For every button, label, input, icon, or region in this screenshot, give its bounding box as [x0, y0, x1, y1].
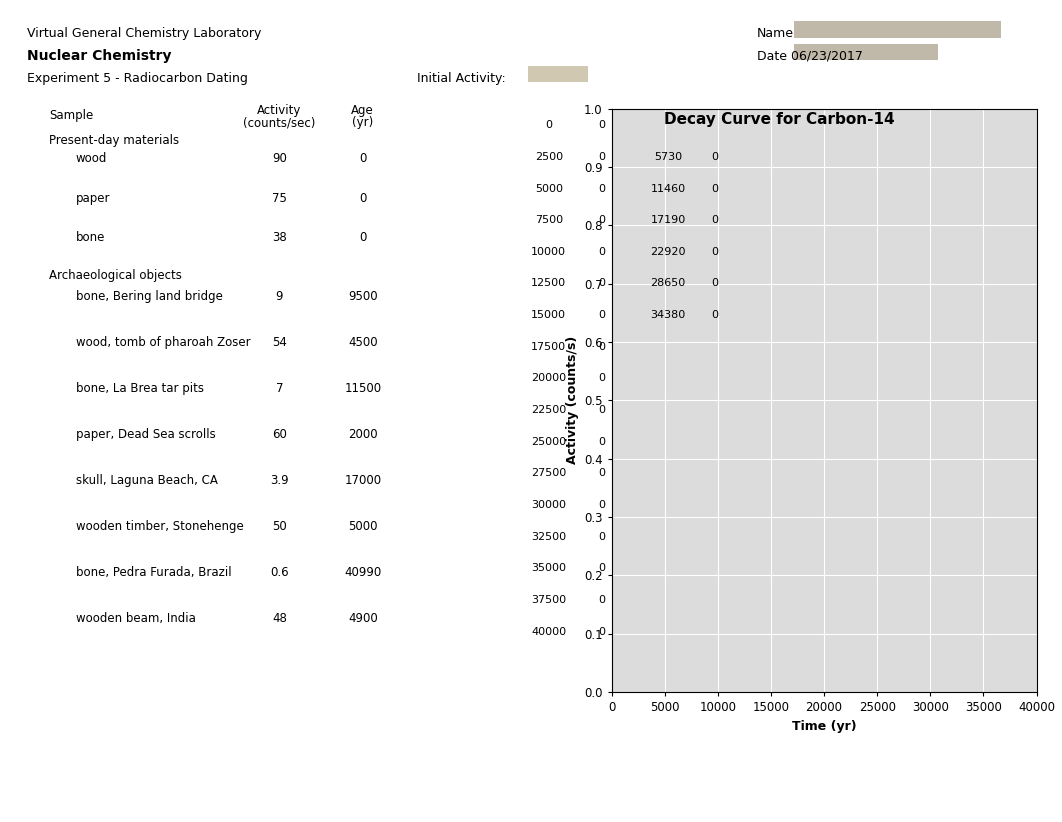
Text: 5000: 5000 — [535, 183, 563, 193]
Text: 17500: 17500 — [531, 342, 566, 352]
Text: 32500: 32500 — [531, 532, 566, 542]
Text: 0: 0 — [599, 532, 605, 542]
Text: 0: 0 — [599, 469, 605, 478]
Text: 4900: 4900 — [348, 612, 378, 625]
Text: 0: 0 — [545, 120, 552, 130]
Text: 0: 0 — [599, 152, 605, 162]
Text: 0: 0 — [599, 595, 605, 605]
Text: wood: wood — [76, 153, 107, 165]
Text: 0: 0 — [710, 310, 718, 320]
Text: skull, Laguna Beach, CA: skull, Laguna Beach, CA — [76, 474, 218, 487]
Text: 0: 0 — [710, 183, 718, 193]
Text: 20000: 20000 — [531, 373, 566, 383]
Text: 0: 0 — [599, 310, 605, 320]
Text: 7500: 7500 — [535, 215, 563, 225]
Text: Date 06/23/2017: Date 06/23/2017 — [757, 49, 863, 62]
Text: 5730: 5730 — [654, 152, 682, 162]
Text: 0: 0 — [599, 183, 605, 193]
Text: Virtual General Chemistry Laboratory: Virtual General Chemistry Laboratory — [27, 27, 261, 40]
Text: Sample: Sample — [49, 109, 93, 122]
Text: 5000: 5000 — [348, 520, 377, 533]
Text: 0.6: 0.6 — [270, 566, 289, 579]
Text: 0: 0 — [599, 500, 605, 510]
Text: 0: 0 — [599, 626, 605, 636]
Text: 27500: 27500 — [531, 469, 566, 478]
Text: 9500: 9500 — [348, 290, 378, 303]
Text: 0: 0 — [599, 215, 605, 225]
Text: paper: paper — [76, 192, 110, 205]
Text: 17000: 17000 — [344, 474, 381, 487]
Text: 0: 0 — [710, 152, 718, 162]
Text: 11460: 11460 — [651, 183, 686, 193]
Text: 30000: 30000 — [531, 500, 566, 510]
Text: 90: 90 — [272, 153, 287, 165]
Text: 0: 0 — [599, 405, 605, 415]
Text: 0: 0 — [710, 279, 718, 289]
Text: 2500: 2500 — [535, 152, 563, 162]
Text: 50: 50 — [272, 520, 287, 533]
Text: 0: 0 — [599, 279, 605, 289]
Text: 3.9: 3.9 — [270, 474, 289, 487]
Text: Decay Curve for Carbon-14: Decay Curve for Carbon-14 — [664, 112, 894, 127]
Text: bone, Bering land bridge: bone, Bering land bridge — [76, 290, 223, 303]
Text: 34380: 34380 — [650, 310, 686, 320]
Text: Activity: Activity — [257, 104, 302, 117]
Text: 0: 0 — [359, 153, 366, 165]
Text: Initial Activity:: Initial Activity: — [417, 72, 507, 85]
Text: Name: Name — [757, 27, 794, 40]
Text: wooden timber, Stonehenge: wooden timber, Stonehenge — [76, 520, 243, 533]
Text: 2000: 2000 — [348, 428, 378, 441]
Text: 22500: 22500 — [531, 405, 566, 415]
Text: 48: 48 — [272, 612, 287, 625]
Text: Age: Age — [352, 104, 374, 117]
Text: 0: 0 — [599, 120, 605, 130]
Text: 22920: 22920 — [650, 247, 686, 256]
Text: 75: 75 — [272, 192, 287, 205]
Text: 60: 60 — [272, 428, 287, 441]
Text: Nuclear Chemistry: Nuclear Chemistry — [27, 49, 171, 63]
Text: 15000: 15000 — [531, 310, 566, 320]
Text: 11500: 11500 — [344, 382, 381, 395]
Text: 4500: 4500 — [348, 336, 378, 349]
Text: 0: 0 — [599, 342, 605, 352]
Text: 54: 54 — [272, 336, 287, 349]
Text: Experiment 5 - Radiocarbon Dating: Experiment 5 - Radiocarbon Dating — [27, 72, 247, 85]
Text: bone, La Brea tar pits: bone, La Brea tar pits — [76, 382, 204, 395]
Text: 12500: 12500 — [531, 279, 566, 289]
Text: bone: bone — [76, 231, 105, 243]
Text: wooden beam, India: wooden beam, India — [76, 612, 195, 625]
Text: 0: 0 — [359, 192, 366, 205]
Text: 10000: 10000 — [531, 247, 566, 256]
Text: 0: 0 — [710, 247, 718, 256]
Text: 0: 0 — [599, 373, 605, 383]
Text: 17190: 17190 — [650, 215, 686, 225]
Text: 0: 0 — [599, 247, 605, 256]
Text: 25000: 25000 — [531, 436, 566, 446]
Text: paper, Dead Sea scrolls: paper, Dead Sea scrolls — [76, 428, 216, 441]
Text: 40000: 40000 — [531, 626, 566, 636]
Text: 0: 0 — [599, 436, 605, 446]
Text: wood, tomb of pharoah Zoser: wood, tomb of pharoah Zoser — [76, 336, 251, 349]
Text: 40990: 40990 — [344, 566, 381, 579]
Text: Present-day materials: Present-day materials — [49, 134, 178, 147]
Text: 9: 9 — [276, 290, 284, 303]
Text: 37500: 37500 — [531, 595, 566, 605]
Y-axis label: Activity (counts/s): Activity (counts/s) — [565, 336, 579, 464]
Text: Archaeological objects: Archaeological objects — [49, 269, 182, 282]
Text: 38: 38 — [272, 231, 287, 243]
Text: 28650: 28650 — [650, 279, 686, 289]
Text: 35000: 35000 — [531, 563, 566, 573]
X-axis label: Time (yr): Time (yr) — [792, 720, 856, 732]
Text: (yr): (yr) — [353, 117, 374, 130]
Text: 7: 7 — [276, 382, 284, 395]
Text: (counts/sec): (counts/sec) — [243, 117, 315, 130]
Text: 0: 0 — [599, 563, 605, 573]
Text: 0: 0 — [710, 215, 718, 225]
Text: bone, Pedra Furada, Brazil: bone, Pedra Furada, Brazil — [76, 566, 232, 579]
Text: 0: 0 — [359, 231, 366, 243]
